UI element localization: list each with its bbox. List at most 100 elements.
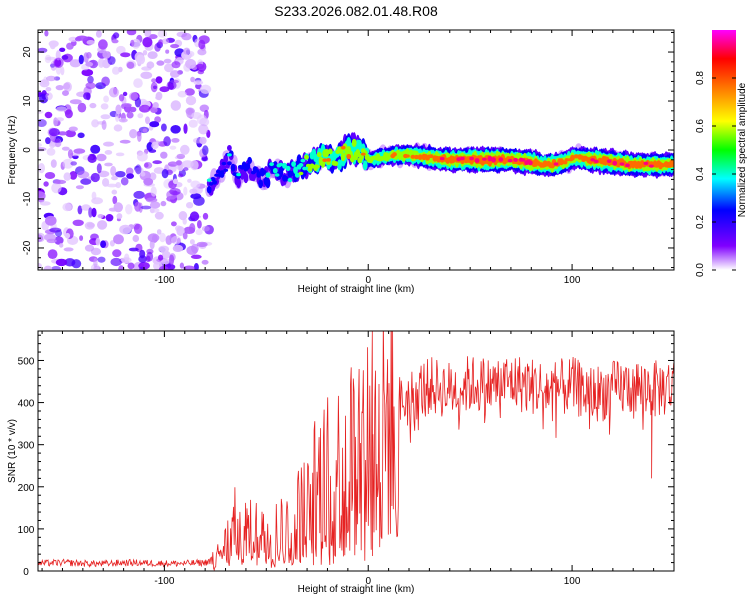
- heatmap-noise-blob: [69, 171, 78, 180]
- heatmap-noise-blob: [90, 172, 100, 183]
- heatmap-noise-blob: [201, 225, 210, 232]
- heatmap-noise-blob: [103, 141, 114, 147]
- heatmap-noise-blob: [46, 148, 56, 156]
- heatmap-noise-blob: [51, 182, 62, 194]
- heatmap-noise-blob: [172, 178, 179, 185]
- heatmap-noise-blob: [169, 188, 181, 196]
- heatmap-noise-blob: [77, 132, 85, 139]
- heatmap-noise-blob: [91, 191, 97, 200]
- heatmap-noise-blob: [196, 63, 205, 70]
- heatmap-ridge-cell: [272, 168, 278, 174]
- heatmap-noise-blob: [87, 75, 94, 84]
- heatmap-ridge-cell: [256, 171, 262, 178]
- heatmap-x-tick-label: -100: [154, 275, 174, 286]
- heatmap-noise-blob: [111, 39, 119, 44]
- heatmap-ridge-cell: [527, 160, 533, 166]
- heatmap-noise-blob: [101, 120, 107, 130]
- heatmap-noise-blob: [84, 221, 95, 230]
- heatmap-noise-blob: [191, 112, 202, 119]
- heatmap-noise-blob: [158, 265, 169, 270]
- heatmap-ridge-cell: [300, 158, 306, 163]
- heatmap-y-tick-label: 10: [22, 95, 33, 107]
- heatmap-noise-blob: [133, 223, 143, 234]
- heatmap-noise-blob: [160, 258, 170, 265]
- heatmap-ridge-cell: [520, 158, 526, 162]
- heatmap-ridge-cell: [410, 154, 416, 159]
- heatmap-noise-blob: [179, 262, 184, 269]
- heatmap-noise-blob: [104, 150, 113, 155]
- heatmap-ridge-cell: [298, 163, 304, 167]
- heatmap-ridge-cell: [340, 145, 346, 150]
- heatmap-noise-blob: [186, 202, 194, 209]
- heatmap-noise-blob: [73, 148, 86, 154]
- snr-y-tick-label: 0: [23, 567, 29, 578]
- heatmap-noise-blob: [59, 243, 64, 248]
- heatmap-ridge-cell: [245, 163, 251, 170]
- heatmap-ridge-cell: [327, 148, 333, 155]
- heatmap-noise-blob: [125, 167, 134, 176]
- heatmap-noise-blob: [63, 247, 74, 252]
- heatmap-ridge-cell: [269, 162, 274, 167]
- heatmap-noise-blob: [48, 40, 59, 48]
- heatmap-noise-blob: [91, 119, 99, 128]
- heatmap-ridge-cell: [272, 161, 278, 169]
- heatmap-noise-blob: [145, 116, 150, 125]
- heatmap-noise-blob: [127, 262, 135, 270]
- heatmap-noise-blob: [195, 229, 203, 236]
- heatmap-noise-blob: [45, 92, 53, 101]
- heatmap-noise-blob: [190, 180, 201, 189]
- snr-x-tick-label: 100: [564, 576, 581, 587]
- heatmap-noise-blob: [75, 185, 84, 190]
- heatmap-noise-blob: [134, 201, 142, 212]
- heatmap-noise-blob: [78, 54, 84, 65]
- heatmap-noise-blob: [149, 201, 161, 209]
- heatmap-noise-blob: [65, 129, 76, 138]
- heatmap-noise-blob: [126, 173, 134, 179]
- heatmap-noise-blob: [118, 265, 125, 270]
- heatmap-noise-blob: [199, 117, 210, 127]
- heatmap-ridge-cell: [360, 152, 366, 156]
- colorbar-gradient: [712, 30, 736, 270]
- heatmap-ridge-cell: [474, 158, 480, 163]
- snr-y-tick-label: 300: [18, 441, 35, 452]
- heatmap-noise-blob: [201, 259, 209, 265]
- heatmap-noise-blob: [109, 240, 115, 247]
- heatmap-noise-blob: [105, 214, 114, 222]
- heatmap-ridge-cell: [282, 162, 287, 169]
- heatmap-ridge-cell: [671, 160, 674, 168]
- heatmap-noise-blob: [175, 160, 182, 166]
- heatmap-noise-blob: [149, 208, 155, 214]
- heatmap-noise-blob: [55, 117, 64, 122]
- heatmap-noise-blob: [68, 36, 78, 42]
- heatmap-ridge-cell: [612, 160, 618, 166]
- heatmap-noise-blob: [77, 102, 87, 113]
- heatmap-ridge-cell: [456, 157, 462, 162]
- heatmap-noise-blob: [38, 143, 42, 147]
- heatmap-noise-blob: [177, 90, 187, 98]
- heatmap-ridge-cell: [553, 162, 559, 166]
- heatmap-noise-blob: [183, 265, 195, 270]
- heatmap-noise-blob: [43, 265, 53, 270]
- heatmap-noise-blob: [190, 76, 196, 83]
- heatmap-noise-blob: [158, 254, 164, 261]
- heatmap-noise-blob: [135, 164, 142, 175]
- colorbar-label: Normalized spectral amplitude: [737, 82, 748, 217]
- heatmap-noise-blob: [183, 123, 188, 134]
- heatmap-ridge-cell: [570, 154, 575, 161]
- heatmap-noise-blob: [83, 92, 91, 100]
- heatmap-noise-blob: [199, 136, 207, 145]
- heatmap-noise-blob: [149, 121, 160, 128]
- heatmap-noise-blob: [165, 235, 173, 246]
- heatmap-ridge-cell: [513, 157, 518, 162]
- heatmap-noise-blob: [167, 161, 178, 167]
- heatmap-ridge-cell: [439, 157, 445, 161]
- heatmap-noise-blob: [38, 147, 47, 152]
- heatmap-noise-blob: [53, 57, 64, 68]
- heatmap-ridge-layer: [205, 132, 674, 197]
- heatmap-noise-blob: [152, 102, 159, 109]
- heatmap-noise-blob: [112, 66, 120, 75]
- heatmap-noise-blob: [171, 138, 180, 143]
- heatmap-noise-blob: [143, 177, 154, 186]
- heatmap-noise-blob: [200, 84, 212, 95]
- heatmap-noise-blob: [155, 76, 163, 84]
